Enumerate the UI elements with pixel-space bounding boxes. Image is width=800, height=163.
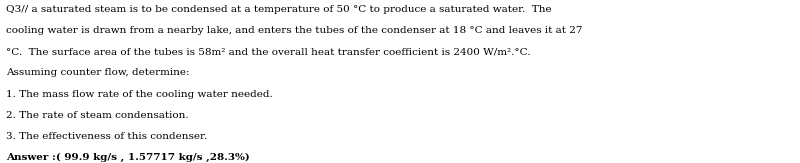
Text: 2. The rate of steam condensation.: 2. The rate of steam condensation. xyxy=(6,111,189,120)
Text: Assuming counter flow, determine:: Assuming counter flow, determine: xyxy=(6,68,190,77)
Text: Answer :( 99.9 kg/s , 1.57717 kg/s ,28.3%): Answer :( 99.9 kg/s , 1.57717 kg/s ,28.3… xyxy=(6,153,250,162)
Text: °C.  The surface area of the tubes is 58m² and the overall heat transfer coeffic: °C. The surface area of the tubes is 58m… xyxy=(6,47,531,56)
Text: 1. The mass flow rate of the cooling water needed.: 1. The mass flow rate of the cooling wat… xyxy=(6,90,273,99)
Text: cooling water is drawn from a nearby lake, and enters the tubes of the condenser: cooling water is drawn from a nearby lak… xyxy=(6,26,583,35)
Text: Q3// a saturated steam is to be condensed at a temperature of 50 °C to produce a: Q3// a saturated steam is to be condense… xyxy=(6,5,552,14)
Text: 3. The effectiveness of this condenser.: 3. The effectiveness of this condenser. xyxy=(6,132,207,141)
